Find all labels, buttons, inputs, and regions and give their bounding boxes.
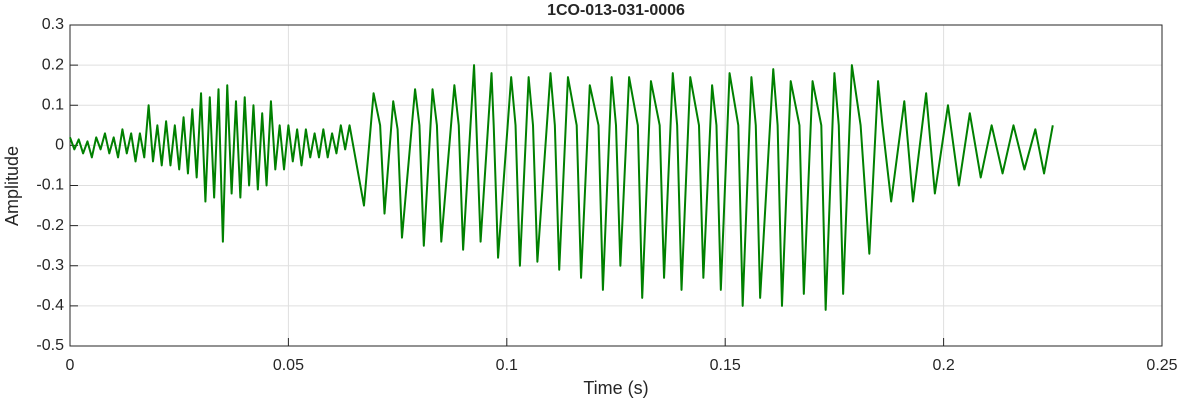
y-tick-label: 0.1 [42,96,64,113]
y-tick-label: -0.1 [36,177,64,194]
y-axis-label: Amplitude [2,146,22,226]
y-tick-label: 0 [55,137,64,154]
x-tick-label: 0.15 [710,357,741,374]
y-tick-label: -0.4 [36,297,64,314]
y-tick-label: -0.3 [36,257,64,274]
x-tick-label: 0.05 [273,357,304,374]
x-tick-label: 0.1 [496,357,518,374]
waveform-line [69,64,1054,311]
x-axis-label: Time (s) [583,378,648,398]
y-tick-label: -0.5 [36,337,64,354]
y-tick-label: 0.2 [42,56,64,73]
y-tick-label: -0.2 [36,217,64,234]
y-tick-label: 0.3 [42,16,64,33]
x-tick-label: 0.25 [1146,357,1177,374]
x-tick-label: 0.2 [932,357,954,374]
plot-frame [69,24,1163,347]
x-tick-label: 0 [66,357,75,374]
chart-title: 1CO-013-031-0006 [547,2,685,19]
